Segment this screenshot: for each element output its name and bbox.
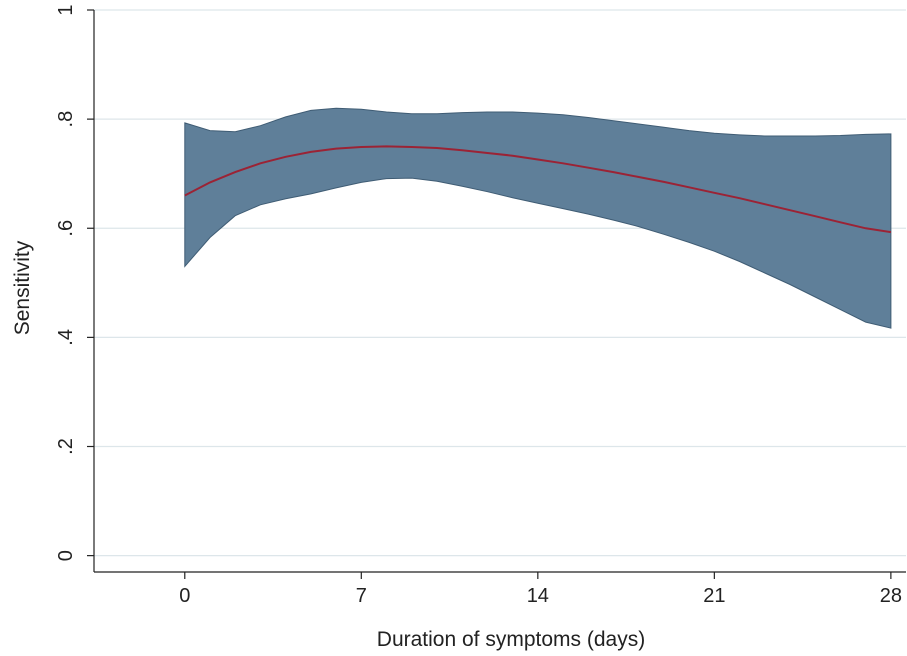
y-tick-label-4: .8 bbox=[55, 111, 77, 128]
y-tick-label-0: 0 bbox=[55, 550, 77, 561]
x-tick-label-3: 21 bbox=[703, 585, 725, 607]
x-tick-label-1: 7 bbox=[356, 585, 367, 607]
y-tick-label-3: .6 bbox=[55, 220, 77, 237]
fitted-line bbox=[184, 145, 892, 234]
y-tick-label-1: .2 bbox=[55, 438, 77, 455]
x-axis-title: Duration of symptoms (days) bbox=[377, 628, 645, 651]
x-tick-label-2: 14 bbox=[527, 585, 549, 607]
x-tick-label-4: 28 bbox=[880, 585, 902, 607]
y-tick-label-5: 1 bbox=[55, 4, 77, 15]
y-tick-label-2: .4 bbox=[55, 329, 77, 346]
y-axis-title: Sensitivity bbox=[11, 240, 34, 335]
x-tick-label-0: 0 bbox=[179, 585, 190, 607]
axes: 0 7 14 21 28 0 .2 .4 .6 .8 1 bbox=[55, 4, 906, 607]
confidence-band bbox=[184, 107, 892, 329]
